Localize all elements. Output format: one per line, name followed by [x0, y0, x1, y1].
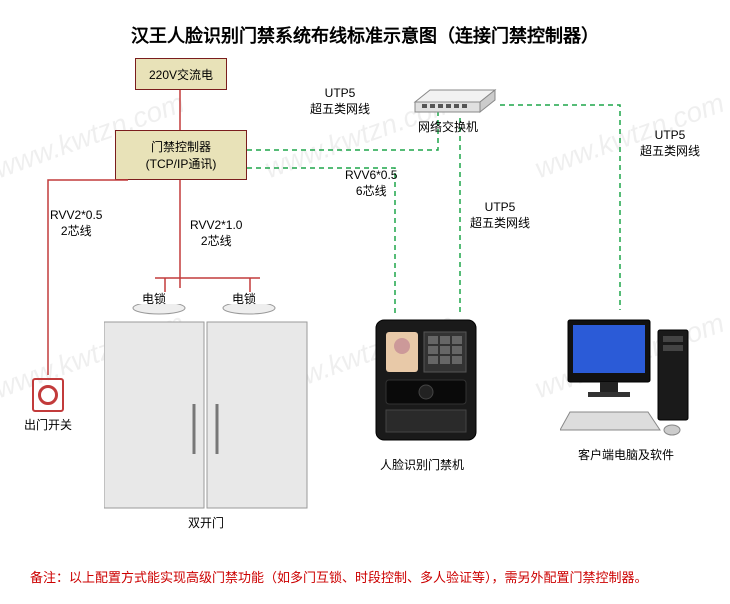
network-switch — [410, 88, 500, 114]
cable-utp5-switch: UTP5 超五类网线 — [310, 86, 370, 117]
cable-rvv2-05: RVV2*0.5 2芯线 — [50, 208, 102, 239]
cable-rvv6: RVV6*0.5 6芯线 — [345, 168, 397, 199]
face-terminal — [368, 318, 483, 453]
double-door — [104, 304, 309, 510]
pc-label: 客户端电脑及软件 — [578, 448, 674, 464]
footer-note: 备注：以上配置方式能实现高级门禁功能（如多门互锁、时段控制、多人验证等），需另外… — [30, 567, 700, 586]
client-pc — [560, 312, 700, 442]
green-wires — [247, 105, 620, 315]
exit-label: 出门开关 — [24, 418, 72, 434]
lock-left-label: 电锁 — [142, 292, 166, 308]
face-label: 人脸识别门禁机 — [380, 458, 464, 474]
door-label: 双开门 — [188, 516, 224, 532]
cable-utp5-face: UTP5 超五类网线 — [470, 200, 530, 231]
lock-right-label: 电锁 — [232, 292, 256, 308]
cable-utp5-pc: UTP5 超五类网线 — [640, 128, 700, 159]
switch-label: 网络交换机 — [418, 120, 478, 136]
exit-button — [32, 378, 64, 412]
cable-rvv2-10: RVV2*1.0 2芯线 — [190, 218, 242, 249]
